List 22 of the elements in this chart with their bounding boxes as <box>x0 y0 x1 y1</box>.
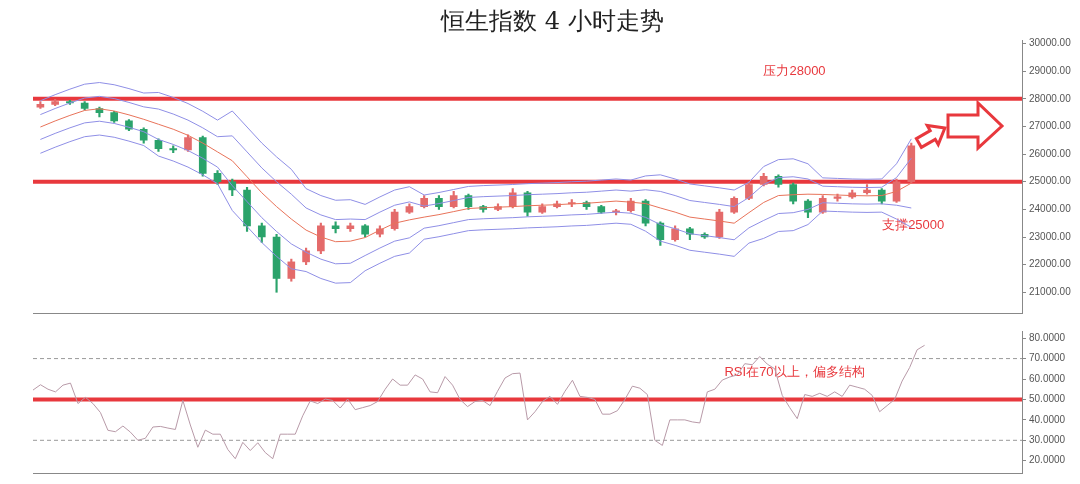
ref-line-label: RSI在70以上，偏多结构 <box>724 364 865 380</box>
y-tick-label: 28000.00 <box>1029 92 1072 104</box>
y-tick-label: 60.0000 <box>1029 372 1066 384</box>
y-tick-label: 50.0000 <box>1029 393 1066 405</box>
y-tick-label: 20.0000 <box>1029 454 1066 466</box>
y-tick-label: 23000.00 <box>1029 230 1072 242</box>
y-tick-label: 70.0000 <box>1029 352 1066 364</box>
y-tick-label: 27000.00 <box>1029 120 1072 132</box>
candlestick <box>51 99 59 107</box>
y-tick-label: 30.0000 <box>1029 434 1066 446</box>
y-tick-label: 21000.00 <box>1029 286 1072 298</box>
y-tick-label: 80.0000 <box>1029 331 1066 343</box>
y-tick-label: 29000.00 <box>1029 64 1072 76</box>
ref-line-label: 压力28000 <box>763 63 826 79</box>
y-tick-label: 25000.00 <box>1029 175 1072 187</box>
ref-line-label: 支撑25000 <box>882 217 945 233</box>
y-tick-label: 30000.00 <box>1029 37 1072 49</box>
y-tick-label: 40.0000 <box>1029 413 1066 425</box>
y-tick-label: 24000.00 <box>1029 203 1072 215</box>
chart-title: 恒生指数 4 小时走势 <box>440 6 664 35</box>
y-tick-label: 26000.00 <box>1029 147 1072 159</box>
y-tick-label: 22000.00 <box>1029 258 1072 270</box>
